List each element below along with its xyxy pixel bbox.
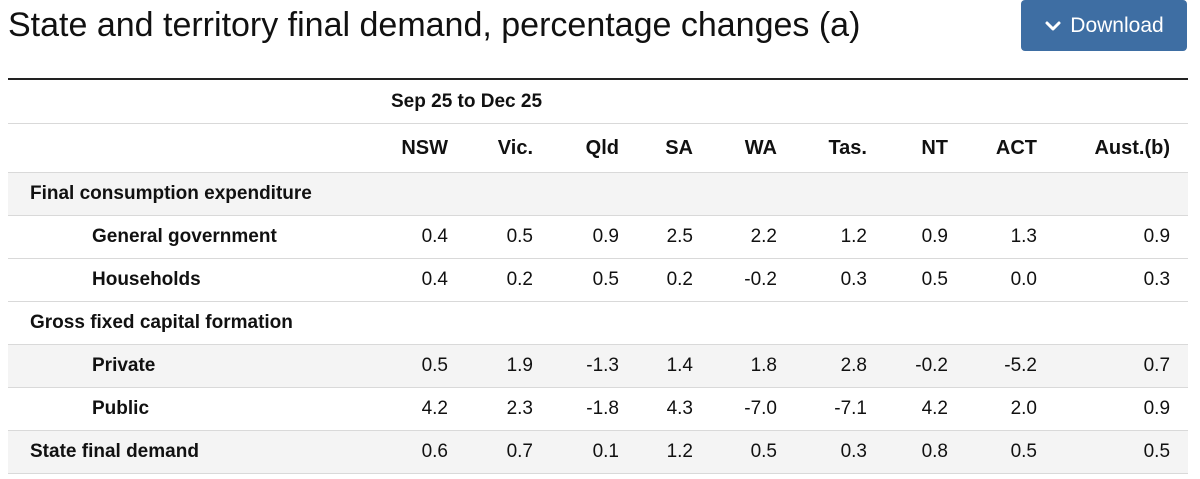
table-cell: 0.5 xyxy=(693,430,777,474)
table-cell: 0.6 xyxy=(371,430,448,474)
column-header: Qld xyxy=(533,123,619,173)
table-cell xyxy=(371,172,448,216)
table-cell xyxy=(371,301,448,345)
table-cell xyxy=(448,172,533,216)
table-cell xyxy=(867,172,948,216)
row-label: General government xyxy=(8,215,371,259)
table-row: Public 4.2 2.3 -1.8 4.3 -7.0 -7.1 4.2 2.0 0.9 xyxy=(8,387,1189,431)
table-cell xyxy=(1037,172,1189,216)
table-cell xyxy=(448,301,533,345)
table-cell: 2.3 xyxy=(448,387,533,431)
table-row: Private 0.5 1.9 -1.3 1.4 1.8 2.8 -0.2 -5.2 0.7 xyxy=(8,344,1189,388)
table-cell: 0.5 xyxy=(448,215,533,259)
column-header: Aust.(b) xyxy=(1037,123,1189,173)
table-cell: 0.2 xyxy=(619,258,693,302)
table-row: Households 0.4 0.2 0.5 0.2 -0.2 0.3 0.5 0.0 0.3 xyxy=(8,258,1189,302)
table-cell xyxy=(693,172,777,216)
row-label: Final consumption expenditure xyxy=(8,172,371,216)
table-cell: -0.2 xyxy=(867,344,948,388)
column-header: WA xyxy=(693,123,777,173)
row-label: Public xyxy=(8,387,371,431)
column-header: ACT xyxy=(948,123,1037,173)
table-cell: 0.4 xyxy=(371,258,448,302)
page-title: State and territory final demand, percen… xyxy=(8,6,861,44)
period-header-row: Sep 25 to Dec 25 xyxy=(8,80,1189,124)
demand-table: Sep 25 to Dec 25 NSW Vic. Qld SA WA Tas. NT ACT… xyxy=(8,80,1189,474)
table-cell: 0.5 xyxy=(533,258,619,302)
column-header: Tas. xyxy=(777,123,867,173)
table-cell xyxy=(948,172,1037,216)
table-cell: 1.8 xyxy=(693,344,777,388)
row-label: State final demand xyxy=(8,430,371,474)
table-cell: -1.3 xyxy=(533,344,619,388)
table-cell: 2.0 xyxy=(948,387,1037,431)
table-cell: 0.5 xyxy=(867,258,948,302)
table-cell: 0.3 xyxy=(777,258,867,302)
table-cell: 0.7 xyxy=(448,430,533,474)
table-cell xyxy=(867,301,948,345)
table-cell xyxy=(777,172,867,216)
table-cell: -0.2 xyxy=(693,258,777,302)
table-cell: -1.8 xyxy=(533,387,619,431)
table-cell: 0.5 xyxy=(948,430,1037,474)
column-header: Vic. xyxy=(448,123,533,173)
row-label: Private xyxy=(8,344,371,388)
table-cell: 2.8 xyxy=(777,344,867,388)
table-cell: -5.2 xyxy=(948,344,1037,388)
column-header: NSW xyxy=(371,123,448,173)
table-cell: 0.1 xyxy=(533,430,619,474)
table-cell: 0.2 xyxy=(448,258,533,302)
table-row: State final demand 0.6 0.7 0.1 1.2 0.5 0.3 0.8 0… xyxy=(8,430,1189,474)
table-cell: 0.5 xyxy=(371,344,448,388)
title-divider xyxy=(8,78,1188,80)
period-spacer xyxy=(8,80,371,124)
table-cell: 0.9 xyxy=(1037,215,1189,259)
table-row: Gross fixed capital formation xyxy=(8,301,1189,345)
table-cell: 0.0 xyxy=(948,258,1037,302)
period-label: Sep 25 to Dec 25 xyxy=(371,80,1189,124)
table-cell: 0.4 xyxy=(371,215,448,259)
table-cell xyxy=(948,301,1037,345)
column-header: SA xyxy=(619,123,693,173)
table-cell: 2.2 xyxy=(693,215,777,259)
table-cell xyxy=(1037,301,1189,345)
table-cell: 1.2 xyxy=(777,215,867,259)
table-cell xyxy=(533,172,619,216)
table-cell: 0.7 xyxy=(1037,344,1189,388)
table-cell xyxy=(533,301,619,345)
table-cell: 2.5 xyxy=(619,215,693,259)
table-row: Final consumption expenditure xyxy=(8,172,1189,216)
column-header: NT xyxy=(867,123,948,173)
row-label: Gross fixed capital formation xyxy=(8,301,371,345)
table-cell: 0.9 xyxy=(533,215,619,259)
table-cell: 4.2 xyxy=(867,387,948,431)
table-cell: 1.3 xyxy=(948,215,1037,259)
table-cell: 0.8 xyxy=(867,430,948,474)
table-cell: 0.3 xyxy=(1037,258,1189,302)
table-cell: -7.1 xyxy=(777,387,867,431)
download-label: Download xyxy=(1070,13,1164,37)
table-cell xyxy=(619,301,693,345)
table-cell xyxy=(693,301,777,345)
table-cell: 0.9 xyxy=(1037,387,1189,431)
table-row: General government 0.4 0.5 0.9 2.5 2.2 1.2 0.9 1… xyxy=(8,215,1189,259)
table-cell: 1.4 xyxy=(619,344,693,388)
table-cell: 0.9 xyxy=(867,215,948,259)
download-button[interactable]: Download xyxy=(1021,0,1187,51)
table-cell: 4.3 xyxy=(619,387,693,431)
table-cell: -7.0 xyxy=(693,387,777,431)
column-header-row: NSW Vic. Qld SA WA Tas. NT ACT Aust.(b) xyxy=(8,123,1189,173)
table-cell: 1.2 xyxy=(619,430,693,474)
table-body: Final consumption expenditure General gov… xyxy=(8,172,1189,474)
table-cell: 1.9 xyxy=(448,344,533,388)
table-cell: 0.3 xyxy=(777,430,867,474)
row-label-header xyxy=(8,123,371,173)
table-cell xyxy=(619,172,693,216)
chevron-down-icon xyxy=(1044,17,1062,35)
table-cell: 4.2 xyxy=(371,387,448,431)
table-cell xyxy=(777,301,867,345)
row-label: Households xyxy=(8,258,371,302)
table-cell: 0.5 xyxy=(1037,430,1189,474)
